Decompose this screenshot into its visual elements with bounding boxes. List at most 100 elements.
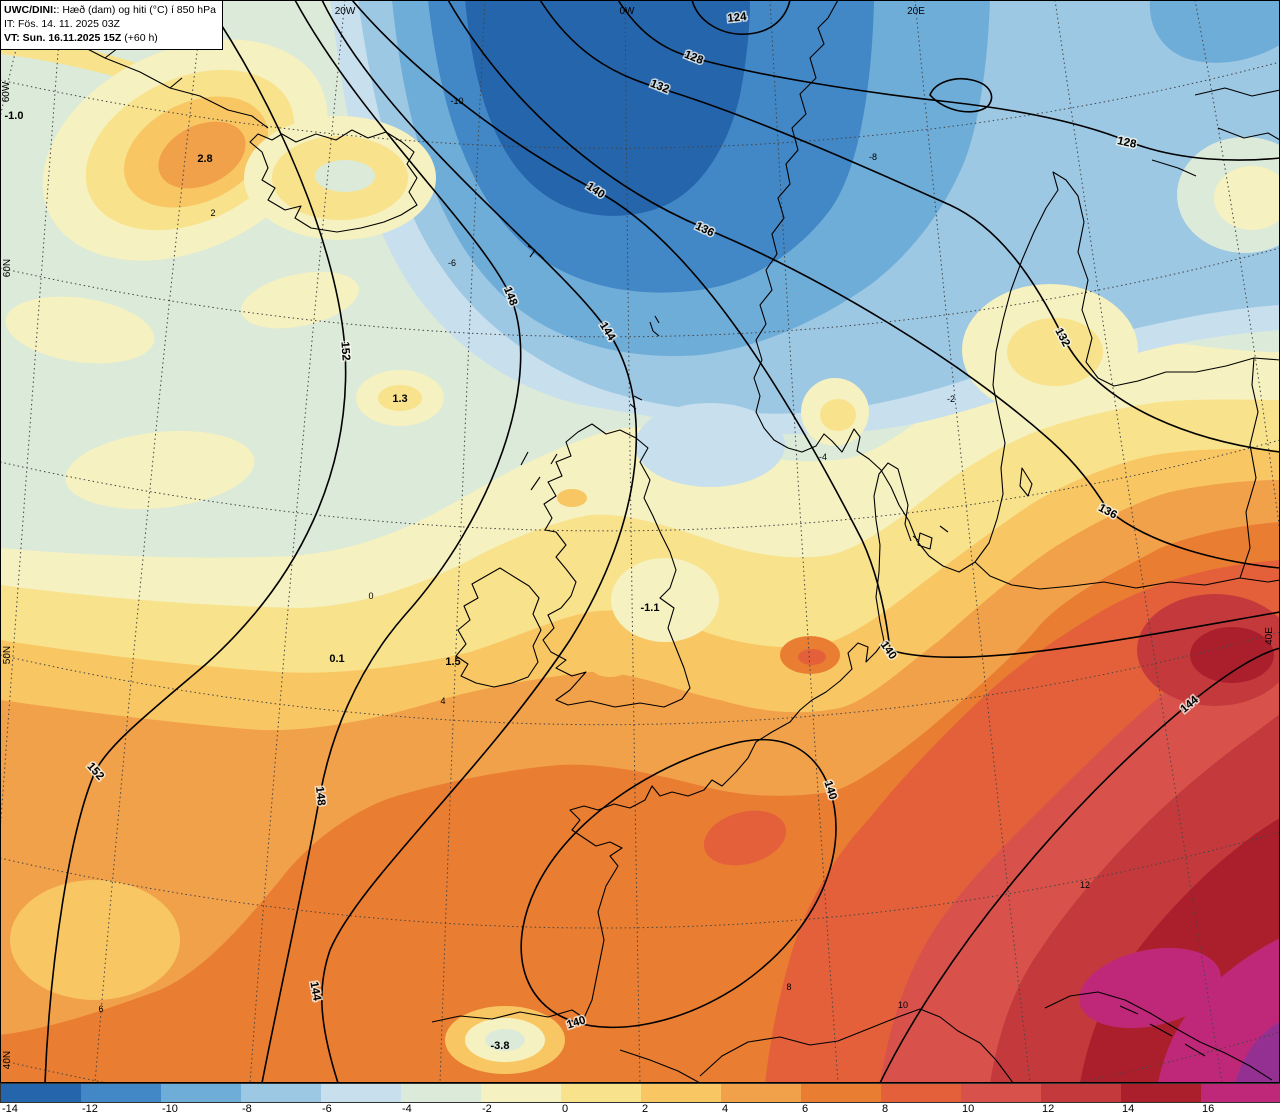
temperature-anomaly — [1079, 947, 1221, 1029]
height-contour — [321, 0, 638, 1083]
height-contour — [539, 0, 1280, 453]
colorbar-cell — [401, 1084, 481, 1102]
isotherm-tick: 4 — [440, 696, 445, 706]
temperature-anomaly — [592, 659, 628, 677]
graticule-label-60w: 60W — [1, 81, 12, 102]
isotherm-tick: 6 — [98, 1004, 103, 1014]
height-contour — [351, 0, 1280, 659]
colorbar-label: 16 — [1202, 1103, 1215, 1115]
graticule-line — [0, 1031, 1280, 1083]
temperature-band — [1149, 0, 1280, 63]
colorbar-label: 8 — [882, 1103, 889, 1115]
temperature-anomaly — [703, 810, 787, 866]
coastline — [520, 423, 691, 708]
colorbar-label: 6 — [802, 1103, 809, 1115]
temperature-anomaly — [241, 271, 359, 329]
temperature-anomaly — [545, 628, 571, 644]
coastline — [455, 567, 542, 688]
temp-label: -1.1 — [641, 602, 660, 614]
colorbar-cell — [1201, 1084, 1280, 1102]
coastline — [873, 462, 949, 550]
isotherm-tick: 12 — [1080, 880, 1090, 890]
graticule-line — [1054, 0, 1223, 1083]
valid-time-bold: VT: Sun. 16.11.2025 15Z — [4, 32, 122, 45]
colorbar-cell — [1121, 1084, 1201, 1102]
colorbar-label: 14 — [1122, 1103, 1135, 1115]
temperature-anomaly — [1190, 627, 1274, 683]
colorbar-cell — [561, 1084, 641, 1102]
graticule-label-60n: 60N — [2, 259, 13, 277]
isotherm-tick: -10 — [450, 96, 463, 106]
isotherm-tick: -4 — [819, 452, 827, 462]
colorbar-label: -6 — [322, 1103, 332, 1115]
coastline — [1019, 357, 1259, 579]
isotherm-tick: -2 — [947, 394, 955, 404]
colorbar-label: 10 — [962, 1103, 975, 1115]
parameter-text: : Hæð (dam) og hiti (°C) í 850 hPa — [56, 4, 216, 16]
colorbar-label: -12 — [82, 1103, 98, 1115]
colorbar-label: 2 — [642, 1103, 649, 1115]
contour-label-144: 144 — [307, 981, 322, 1003]
temperature-anomaly — [158, 121, 246, 189]
colorbar-label: 0 — [562, 1103, 569, 1115]
temperature-anomaly — [820, 399, 856, 431]
height-contour — [44, 0, 347, 1083]
run-info-box: UWC/DINI:: Hæð (dam) og hiti (°C) í 850 … — [0, 0, 223, 50]
graticule-line — [0, 0, 63, 839]
graticule-label-40e: 40E — [1264, 627, 1275, 645]
temp-label: 1.5 — [445, 656, 460, 668]
temp-label: 1.3 — [392, 393, 407, 405]
coastline — [974, 561, 1280, 590]
coastline — [249, 129, 418, 233]
parameter-title: UWC/DINI:: Hæð (dam) og hiti (°C) í 850 … — [4, 3, 216, 17]
colorbar-cell — [241, 1084, 321, 1102]
colorbar-label: -4 — [402, 1103, 412, 1115]
height-contour — [520, 738, 837, 1029]
coastline — [619, 1008, 1014, 1083]
contour-label-152: 152 — [338, 341, 351, 361]
temperature-anomaly — [315, 160, 375, 192]
temperature-anomaly — [635, 403, 785, 487]
temperature-anomaly — [378, 385, 422, 411]
colorbar-cell — [161, 1084, 241, 1102]
graticule-line — [0, 439, 1280, 532]
graticule-label-50n: 50N — [2, 646, 13, 664]
graticule-line — [0, 831, 1280, 929]
height-contour — [447, 0, 1280, 569]
graticule-line — [249, 0, 346, 1083]
contour-label-128: 128 — [1116, 135, 1138, 151]
colorbar-cell — [81, 1084, 161, 1102]
colorbar-label: -14 — [2, 1103, 18, 1115]
coastline — [1151, 87, 1280, 177]
colorbar-cells — [0, 1083, 1280, 1103]
height-contour — [617, 0, 1280, 161]
temperature-anomaly — [1007, 318, 1103, 386]
init-time: IT: Fös. 14. 11. 2025 03Z — [4, 18, 120, 31]
colorbar-cell — [881, 1084, 961, 1102]
graticule-label-20e: 20E — [907, 6, 925, 17]
graticule-line — [0, 247, 1280, 338]
colorbar-cell — [961, 1084, 1041, 1102]
valid-time-rest: (+60 h) — [121, 32, 158, 45]
isotherm-tick: -6 — [448, 258, 456, 268]
coastline — [1044, 991, 1273, 1081]
graticule-label-40n: 40N — [2, 1051, 13, 1069]
height-contours — [44, 0, 1280, 1083]
temperature-anomaly — [65, 430, 255, 510]
colorbar-cell — [801, 1084, 881, 1102]
colorbar-cell — [481, 1084, 561, 1102]
colorbar-label: -2 — [482, 1103, 492, 1115]
temperature-anomaly — [798, 649, 826, 665]
model-name: UWC/DINI: — [4, 4, 57, 16]
colorbar-cell — [1, 1084, 81, 1102]
isotherm-tick: -8 — [869, 152, 877, 162]
isotherm-tick: 8 — [786, 982, 791, 992]
isotherm-tick: 10 — [898, 1000, 908, 1010]
temperature-anomaly — [5, 296, 155, 364]
graticule-label-20w: 20W — [335, 6, 356, 17]
temperature-anomaly — [10, 880, 180, 1000]
height-contour — [879, 647, 1280, 1083]
colorbar-label: -8 — [242, 1103, 252, 1115]
map-canvas: 20W 0W 20E 60W 60N 50N 40N 40E 124 128 1… — [0, 0, 1280, 1083]
